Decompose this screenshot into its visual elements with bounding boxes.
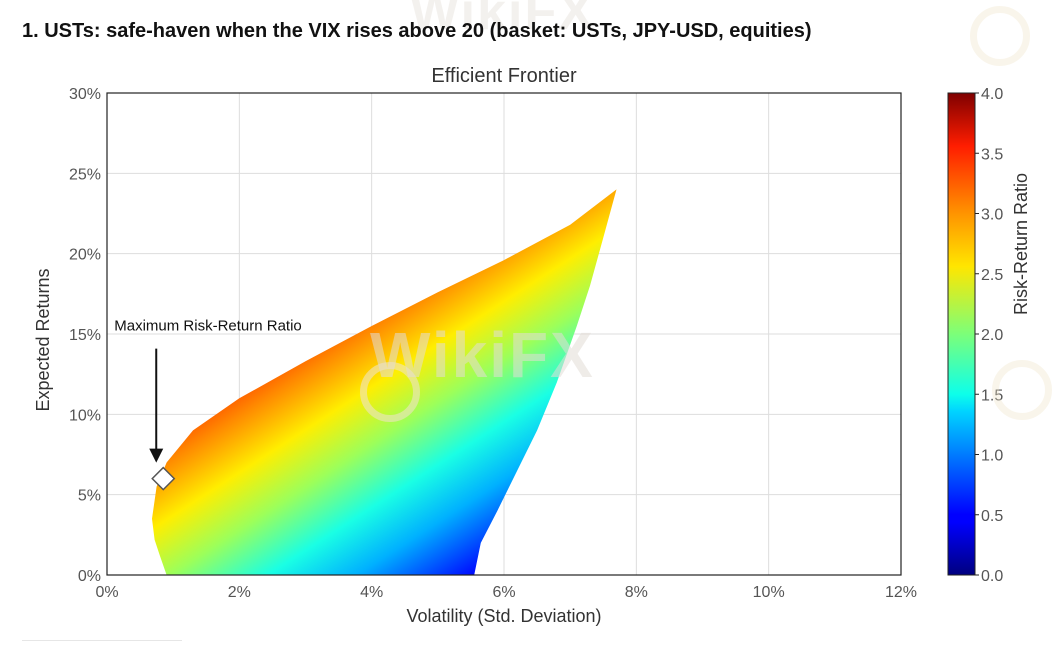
y-axis-ticks: 0% 5% 10% 15% 20% 25% 30% (69, 86, 101, 585)
y-tick-label: 0% (78, 568, 101, 585)
colorbar-tick-label: 4.0 (981, 86, 1003, 103)
y-tick-label: 20% (69, 247, 101, 264)
y-tick-label: 25% (69, 166, 101, 183)
y-axis-label: Expected Returns (33, 268, 53, 411)
watermark-logo (360, 362, 420, 422)
colorbar (947, 92, 976, 576)
divider (22, 640, 182, 641)
colorbar-label: Risk-Return Ratio (1011, 173, 1031, 315)
colorbar-tick-label: 0.0 (981, 568, 1003, 585)
annotation-arrow-head (149, 448, 164, 463)
x-tick-label: 0% (95, 584, 118, 601)
annotation-label: Maximum Risk-Return Ratio (114, 318, 302, 335)
x-axis-ticks: 0% 2% 4% 6% 8% 10% 12% (95, 584, 917, 601)
colorbar-tick-label: 1.0 (981, 448, 1003, 465)
x-tick-label: 6% (492, 584, 515, 601)
colorbar-tick-label: 2.5 (981, 267, 1003, 284)
plot-frame (106, 92, 902, 576)
colorbar-tick-label: 3.0 (981, 207, 1003, 224)
y-tick-label: 30% (69, 86, 101, 103)
max-ratio-marker (151, 466, 176, 491)
x-tick-label: 2% (228, 584, 251, 601)
colorbar-ticks: 0.00.51.01.52.02.53.03.54.0 (975, 86, 1003, 585)
chart-title: Efficient Frontier (431, 65, 577, 87)
x-tick-label: 10% (753, 584, 785, 601)
colorbar-tick-label: 3.5 (981, 146, 1003, 163)
x-axis-label: Volatility (Std. Deviation) (406, 606, 601, 626)
y-tick-label: 5% (78, 488, 101, 505)
y-tick-label: 15% (69, 327, 101, 344)
x-tick-label: 4% (360, 584, 383, 601)
colorbar-tick-label: 2.0 (981, 327, 1003, 344)
watermark-logo (992, 360, 1052, 420)
page-title: 1. USTs: safe-haven when the VIX rises a… (22, 20, 812, 42)
x-tick-label: 12% (885, 584, 917, 601)
x-tick-label: 8% (625, 584, 648, 601)
y-tick-label: 10% (69, 407, 101, 424)
colorbar-tick-label: 0.5 (981, 508, 1003, 525)
watermark-logo (970, 6, 1030, 66)
